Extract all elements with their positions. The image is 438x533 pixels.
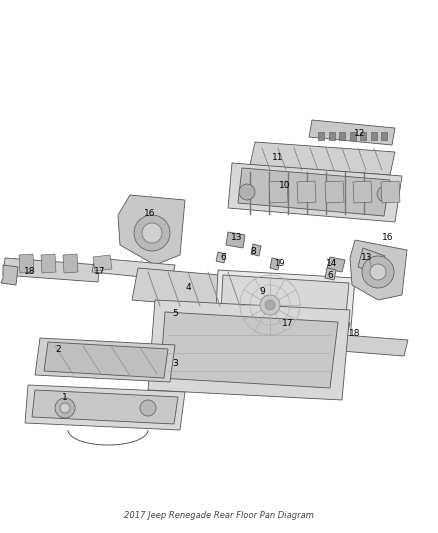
Text: 10: 10 bbox=[279, 181, 291, 190]
Polygon shape bbox=[250, 142, 395, 175]
Polygon shape bbox=[297, 181, 316, 203]
Bar bbox=[350, 132, 356, 140]
Polygon shape bbox=[350, 240, 407, 300]
Polygon shape bbox=[252, 315, 350, 338]
Bar bbox=[339, 132, 345, 140]
Polygon shape bbox=[160, 312, 338, 388]
Text: 11: 11 bbox=[272, 152, 284, 161]
Polygon shape bbox=[309, 120, 395, 145]
Text: 3: 3 bbox=[172, 359, 178, 367]
Bar bbox=[318, 132, 324, 140]
Polygon shape bbox=[353, 181, 372, 203]
Text: 6: 6 bbox=[220, 253, 226, 262]
Circle shape bbox=[239, 184, 255, 200]
Polygon shape bbox=[358, 248, 385, 275]
Text: 8: 8 bbox=[250, 246, 256, 255]
Text: 9: 9 bbox=[259, 287, 265, 295]
Bar bbox=[381, 132, 387, 140]
Circle shape bbox=[142, 223, 162, 243]
Polygon shape bbox=[238, 168, 390, 216]
Circle shape bbox=[260, 295, 280, 315]
Polygon shape bbox=[216, 252, 226, 263]
Polygon shape bbox=[32, 390, 178, 424]
Polygon shape bbox=[44, 342, 168, 378]
Polygon shape bbox=[269, 181, 288, 203]
Polygon shape bbox=[381, 181, 400, 203]
Text: 6: 6 bbox=[327, 271, 333, 279]
Polygon shape bbox=[215, 270, 355, 340]
Text: 13: 13 bbox=[231, 233, 243, 243]
Bar bbox=[360, 132, 366, 140]
Text: 14: 14 bbox=[326, 260, 338, 269]
Text: 19: 19 bbox=[274, 259, 284, 268]
Circle shape bbox=[140, 400, 156, 416]
Text: 2: 2 bbox=[55, 344, 61, 353]
Polygon shape bbox=[118, 195, 185, 265]
Polygon shape bbox=[226, 232, 245, 248]
Bar bbox=[371, 132, 377, 140]
Polygon shape bbox=[25, 385, 185, 430]
Text: 16: 16 bbox=[382, 233, 394, 243]
Text: 17: 17 bbox=[282, 319, 294, 327]
Text: 18: 18 bbox=[24, 266, 36, 276]
Polygon shape bbox=[220, 275, 349, 335]
Polygon shape bbox=[228, 163, 402, 222]
Circle shape bbox=[134, 215, 170, 251]
Polygon shape bbox=[148, 300, 350, 400]
Text: 17: 17 bbox=[94, 266, 106, 276]
Polygon shape bbox=[325, 268, 336, 280]
Text: 4: 4 bbox=[185, 284, 191, 293]
Text: 16: 16 bbox=[144, 208, 156, 217]
Polygon shape bbox=[93, 255, 112, 271]
Text: 18: 18 bbox=[349, 328, 361, 337]
Polygon shape bbox=[325, 181, 344, 203]
Polygon shape bbox=[35, 338, 175, 382]
Circle shape bbox=[60, 403, 70, 413]
Circle shape bbox=[362, 256, 394, 288]
Polygon shape bbox=[327, 257, 345, 272]
Polygon shape bbox=[63, 254, 78, 273]
Circle shape bbox=[377, 186, 393, 202]
Polygon shape bbox=[41, 254, 56, 273]
Polygon shape bbox=[252, 328, 408, 356]
Circle shape bbox=[370, 264, 386, 280]
Polygon shape bbox=[3, 258, 100, 282]
Bar bbox=[328, 132, 335, 140]
Polygon shape bbox=[1, 265, 18, 285]
Circle shape bbox=[55, 398, 75, 418]
Polygon shape bbox=[92, 258, 175, 280]
Text: 12: 12 bbox=[354, 128, 366, 138]
Text: 5: 5 bbox=[172, 309, 178, 318]
Circle shape bbox=[265, 300, 275, 310]
Text: 2017 Jeep Renegade Rear Floor Pan Diagram: 2017 Jeep Renegade Rear Floor Pan Diagra… bbox=[124, 511, 314, 520]
Polygon shape bbox=[19, 254, 34, 273]
Polygon shape bbox=[132, 268, 255, 310]
Text: 13: 13 bbox=[361, 254, 373, 262]
Text: 1: 1 bbox=[62, 392, 68, 401]
Polygon shape bbox=[251, 244, 261, 256]
Polygon shape bbox=[270, 258, 280, 270]
